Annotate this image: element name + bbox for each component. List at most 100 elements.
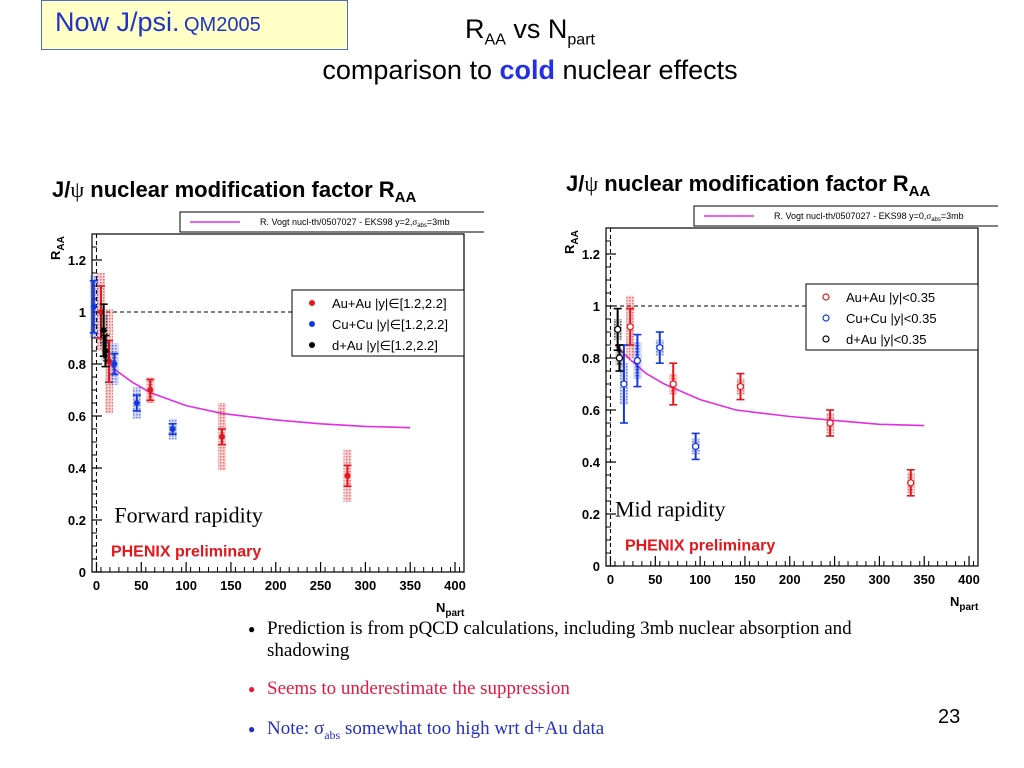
chart-title-sub: AA — [395, 189, 417, 206]
chart-title: J/ψ nuclear modification factor RAA — [52, 177, 416, 206]
y-tick-label: 0.8 — [68, 357, 86, 372]
y-tick-label: 0.2 — [582, 507, 600, 522]
x-axis-label-main: N — [950, 594, 959, 609]
y-axis-label: RAA — [562, 230, 581, 254]
bullet-list: ● Prediction is from pQCD calculations, i… — [248, 618, 868, 746]
chart-title-psi: ψ — [584, 171, 598, 196]
series-legend-marker — [822, 335, 830, 343]
bullet-text-2: Seems to underestimate the suppression — [267, 678, 570, 699]
title-line-2: comparison to cold nuclear effects — [180, 55, 880, 86]
data-point — [620, 380, 628, 388]
x-tick-label: 0 — [607, 572, 614, 587]
tag-sub: QM2005 — [184, 14, 261, 36]
series-legend-marker — [822, 293, 830, 301]
y-tick-label: 0.2 — [68, 513, 86, 528]
model-curve — [614, 344, 925, 427]
x-tick-label: 250 — [310, 578, 332, 593]
series-legend-label: Cu+Cu |y|∈[1.2,2.2] — [332, 317, 448, 332]
y-axis-label-sub: AA — [56, 236, 67, 250]
x-tick-label: 150 — [220, 578, 242, 593]
x-tick-label: 350 — [399, 578, 421, 593]
series-legend-label: Cu+Cu |y|<0.35 — [846, 311, 937, 326]
data-point — [97, 309, 104, 315]
model-legend-label: R. Vogt nucl-th/0507027 - EKS98 y=2, — [260, 217, 412, 227]
y-tick-label: 1.2 — [68, 253, 86, 268]
x-tick-label: 400 — [958, 572, 980, 587]
model-legend-label: R. Vogt nucl-th/0507027 - EKS98 y=0, — [774, 211, 926, 221]
title-aa: AA — [484, 31, 506, 49]
series-legend-marker — [309, 321, 315, 327]
x-axis-label-sub: part — [959, 602, 979, 612]
chart-title-pre: J/ — [52, 177, 70, 202]
data-point — [656, 344, 664, 352]
data-point — [615, 354, 624, 362]
y-axis-label: RAA — [48, 236, 67, 260]
chart-title-sub: AA — [909, 183, 931, 200]
data-point — [90, 303, 97, 310]
x-tick-label: 400 — [444, 578, 466, 593]
x-tick-label: 350 — [913, 572, 935, 587]
title-part: part — [567, 31, 595, 49]
model-curve — [103, 355, 411, 429]
bullet-text-3-pre: Note: σ — [267, 718, 325, 739]
data-point — [147, 387, 154, 393]
y-tick-label: 0.4 — [68, 461, 87, 476]
y-tick-label: 1 — [79, 305, 86, 320]
data-point — [669, 380, 677, 388]
data-point — [614, 325, 622, 333]
model-legend-box — [693, 205, 998, 227]
x-tick-label: 200 — [779, 572, 801, 587]
chart-title-post: nuclear modification factor R — [598, 171, 909, 196]
model-legend-tail: =3mb — [941, 211, 964, 221]
chart-title-pre: J/ — [566, 171, 584, 196]
series-legend-label: Au+Au |y|<0.35 — [846, 290, 935, 305]
x-tick-label: 0 — [93, 578, 100, 593]
chart-forward-rapidity: J/ψ nuclear modification factor RAA R. Vo… — [48, 177, 484, 618]
data-point — [633, 357, 641, 365]
slide-title: RAA vs Npart comparison to cold nuclear … — [180, 14, 880, 86]
data-point — [826, 419, 834, 427]
title-line-1: RAA vs Npart — [180, 14, 880, 55]
y-tick-label: 0 — [79, 565, 86, 580]
model-legend-box — [179, 211, 484, 233]
x-tick-label: 300 — [355, 578, 377, 593]
chart-title: J/ψ nuclear modification factor RAA — [566, 171, 930, 200]
data-point — [169, 426, 176, 432]
x-tick-label: 300 — [869, 572, 891, 587]
tag-main: Now J/psi. — [55, 7, 180, 37]
model-legend-text: R. Vogt nucl-th/0507027 - EKS98 y=0,σabs… — [774, 211, 964, 223]
series-legend-box — [291, 289, 465, 357]
page-number: 23 — [938, 706, 961, 728]
x-tick-label: 50 — [648, 572, 662, 587]
bullet-item: ● Prediction is from pQCD calculations, i… — [248, 618, 868, 662]
model-legend-tail: =3mb — [427, 217, 450, 227]
series-legend-marker — [822, 314, 830, 322]
y-tick-label: 0.4 — [582, 455, 601, 470]
data-point — [111, 361, 118, 367]
x-tick-label: 100 — [689, 572, 711, 587]
data-point — [626, 323, 634, 331]
x-tick-label: 100 — [175, 578, 197, 593]
series-legend-marker — [309, 342, 315, 348]
series-legend-marker — [309, 300, 315, 306]
subtitle-pre: comparison to — [322, 55, 500, 86]
bullet-item: ● Note: σabs somewhat too high wrt d+Au d… — [248, 718, 868, 746]
slide-tag: Now J/psi. QM2005 — [41, 0, 348, 50]
y-axis-label-sub: AA — [570, 230, 581, 244]
series-legend-label: d+Au |y|∈[1.2,2.2] — [332, 338, 438, 353]
series-legend-box — [805, 283, 979, 351]
x-tick-label: 150 — [734, 572, 756, 587]
model-legend-sub: abs — [931, 217, 941, 223]
bullet-text-3-post: somewhat too high wrt d+Au data — [340, 718, 605, 739]
data-point — [133, 400, 140, 406]
x-tick-label: 250 — [824, 572, 846, 587]
y-tick-label: 1 — [593, 299, 600, 314]
data-point — [218, 433, 225, 440]
model-legend-text: R. Vogt nucl-th/0507027 - EKS98 y=2,σabs… — [260, 217, 450, 229]
x-tick-label: 200 — [265, 578, 287, 593]
data-point — [344, 472, 351, 479]
x-axis-label: Npart — [436, 600, 465, 618]
subtitle-cold: cold — [499, 55, 555, 86]
x-axis-label: Npart — [950, 594, 979, 612]
